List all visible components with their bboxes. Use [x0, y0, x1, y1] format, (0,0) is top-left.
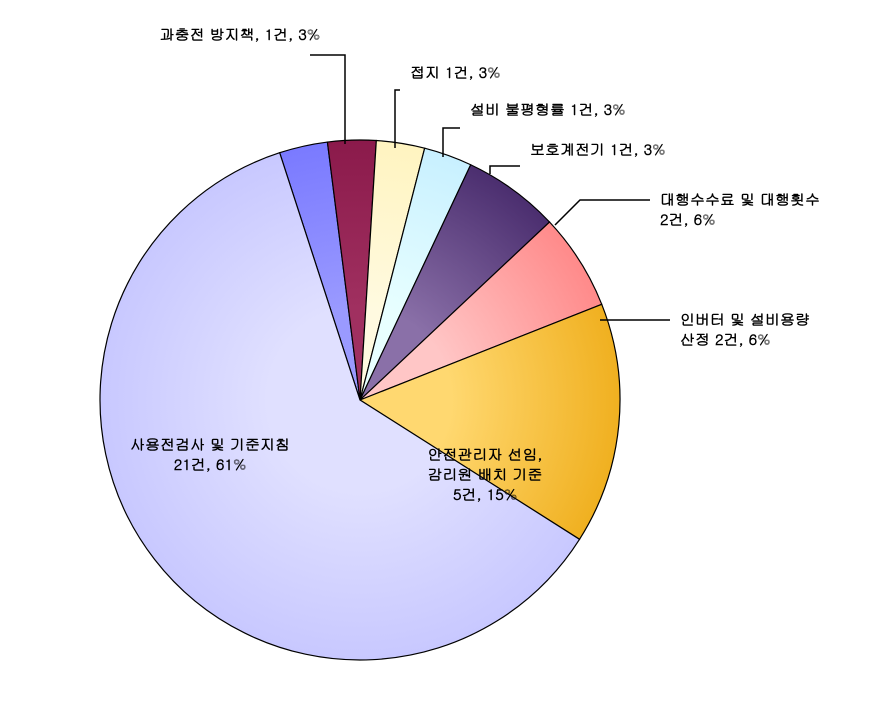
pie-chart-container: 과충전 방지책, 1건, 3% 접지 1건, 3% 설비 불평형률 1건, 3% 보호… [0, 0, 882, 715]
pie-chart-svg: 과충전 방지책, 1건, 3% 접지 1건, 3% 설비 불평형률 1건, 3% 보호… [0, 0, 882, 715]
leader-overcharge [310, 55, 345, 144]
label-safety_mgr-line2: 감리원 배치 기준 [428, 464, 543, 485]
label-agency_fee-line1: 대행수수료 및 대행횟수 [660, 189, 820, 210]
label-overcharge-line1: 과충전 방지책, 1건, 3% [160, 24, 320, 45]
leader-relay [490, 166, 520, 174]
label-agency_fee-line2: 2건, 6% [660, 209, 715, 230]
label-ground: 접지 1건, 3% [410, 62, 500, 83]
label-ground-line1: 접지 1건, 3% [410, 62, 500, 83]
label-pre_use-line2: 21건, 61% [174, 454, 247, 475]
label-relay-line1: 보호계전기 1건, 3% [530, 139, 665, 160]
label-safety_mgr-line3: 5건, 15% [453, 484, 517, 505]
label-overcharge: 과충전 방지책, 1건, 3% [160, 24, 320, 45]
leader-ground [395, 90, 400, 148]
label-relay: 보호계전기 1건, 3% [530, 139, 665, 160]
leader-unbalance [443, 128, 460, 157]
label-unbalance: 설비 불평형률 1건, 3% [470, 99, 625, 120]
label-inverter: 인버터 및 설비용량산정 2건, 6% [680, 309, 810, 350]
leader-agency_fee [555, 200, 650, 225]
label-unbalance-line1: 설비 불평형률 1건, 3% [470, 99, 625, 120]
label-inverter-line1: 인버터 및 설비용량 [680, 309, 810, 330]
label-safety_mgr-line1: 안전관리자 선임, [427, 444, 542, 465]
label-agency_fee: 대행수수료 및 대행횟수2건, 6% [660, 189, 820, 230]
label-pre_use-line1: 사용전검사 및 기준지침 [130, 434, 290, 455]
label-inverter-line2: 산정 2건, 6% [680, 329, 770, 350]
